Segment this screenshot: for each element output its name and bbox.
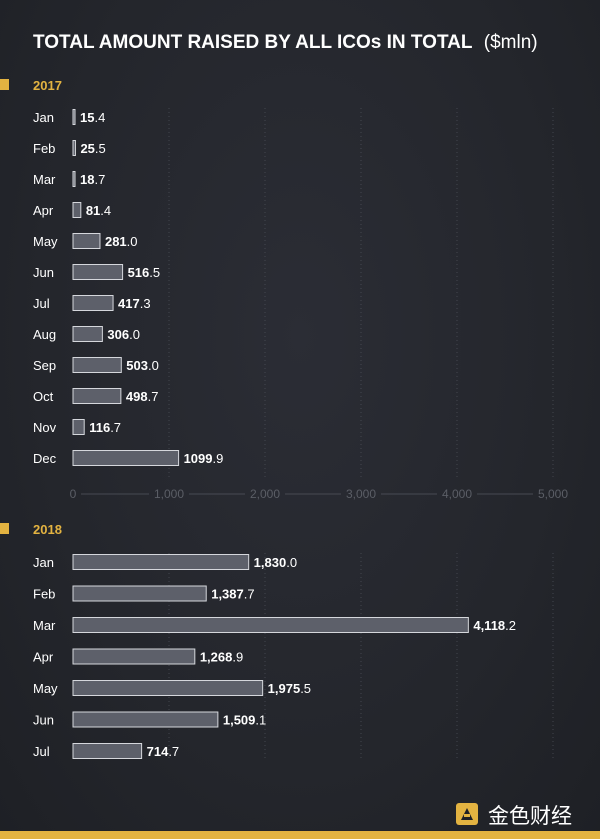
bar <box>72 140 76 156</box>
bar <box>72 450 180 466</box>
panel-marker <box>0 523 9 534</box>
category-label: Jan <box>33 110 54 125</box>
value-label: 498.7 <box>126 389 159 404</box>
category-label: Feb <box>33 141 55 156</box>
value-label: 1,509.1 <box>223 713 266 728</box>
value-label: 25.5 <box>80 141 105 156</box>
watermark: 金色财经 <box>456 803 572 828</box>
category-label: Feb <box>33 587 55 602</box>
value-label: 281.0 <box>105 234 138 249</box>
value-label: 116.7 <box>89 420 121 435</box>
bar <box>72 585 207 602</box>
category-label: May <box>33 681 58 696</box>
value-label: 18.7 <box>80 172 105 187</box>
value-label: 714.7 <box>147 744 180 759</box>
category-label: Nov <box>33 420 57 435</box>
category-label: Jun <box>33 713 54 728</box>
bar <box>72 202 82 218</box>
value-label: 1,268.9 <box>200 650 243 665</box>
chart-title-main: TOTAL AMOUNT RAISED BY ALL ICOs IN TOTAL <box>33 32 473 53</box>
chart-title: TOTAL AMOUNT RAISED BY ALL ICOs IN TOTAL… <box>33 32 538 53</box>
category-label: May <box>33 234 58 249</box>
value-label: 1099.9 <box>184 451 224 466</box>
watermark-logo <box>456 803 478 825</box>
bar <box>72 648 196 665</box>
panel-label: 2018 <box>33 522 62 537</box>
category-label: Jun <box>33 265 54 280</box>
value-label: 15.4 <box>80 110 105 125</box>
panel-2017: 2017 0 1,000 2,000 3,000 4,000 5,000 Jan 15.4 Feb… <box>0 78 568 501</box>
bar <box>72 357 122 373</box>
x-tick-label: 0 <box>70 487 77 501</box>
bar <box>72 109 76 125</box>
category-label: Sep <box>33 358 56 373</box>
category-label: Dec <box>33 451 57 466</box>
category-label: Jan <box>33 555 54 570</box>
value-label: 1,830.0 <box>254 555 297 570</box>
chart-panels: 2017 0 1,000 2,000 3,000 4,000 5,000 Jan 15.4 Feb… <box>0 78 568 760</box>
x-tick-label: 3,000 <box>346 487 376 501</box>
panel-label: 2017 <box>33 78 62 93</box>
value-label: 306.0 <box>107 327 140 342</box>
bar <box>72 680 264 696</box>
bar <box>72 326 103 342</box>
panel-marker <box>0 79 9 90</box>
panel-2018: 2018 Jan 1,830.0 Feb 1,387.7 Mar 4,118.2 Apr 1,2… <box>0 522 554 760</box>
x-tick-label: 1,000 <box>154 487 184 501</box>
category-label: Oct <box>33 389 54 404</box>
value-label: 516.5 <box>128 265 161 280</box>
bar <box>72 233 101 249</box>
bar <box>72 264 124 280</box>
value-label: 1,975.5 <box>268 681 311 696</box>
category-label: Apr <box>33 203 54 218</box>
bottom-accent-strip <box>0 831 600 839</box>
category-label: Jul <box>33 296 50 311</box>
bar <box>72 743 143 759</box>
bar <box>72 419 85 435</box>
x-tick-label: 5,000 <box>538 487 568 501</box>
category-label: Mar <box>33 172 56 187</box>
chart-title-unit: ($mln) <box>484 32 538 53</box>
x-tick-label: 2,000 <box>250 487 280 501</box>
bar <box>72 171 76 187</box>
x-tick-label: 4,000 <box>442 487 472 501</box>
bar <box>72 617 469 633</box>
value-label: 4,118.2 <box>473 618 516 633</box>
category-label: Aug <box>33 327 56 342</box>
category-label: Jul <box>33 744 50 759</box>
bar <box>72 711 219 728</box>
category-label: Apr <box>33 650 54 665</box>
value-label: 81.4 <box>86 203 111 218</box>
value-label: 503.0 <box>126 358 159 373</box>
watermark-text: 金色财经 <box>488 804 572 828</box>
value-label: 417.3 <box>118 296 151 311</box>
value-label: 1,387.7 <box>211 587 254 602</box>
bar <box>72 388 122 404</box>
bar <box>72 554 250 570</box>
category-label: Mar <box>33 618 56 633</box>
bar <box>72 295 114 311</box>
